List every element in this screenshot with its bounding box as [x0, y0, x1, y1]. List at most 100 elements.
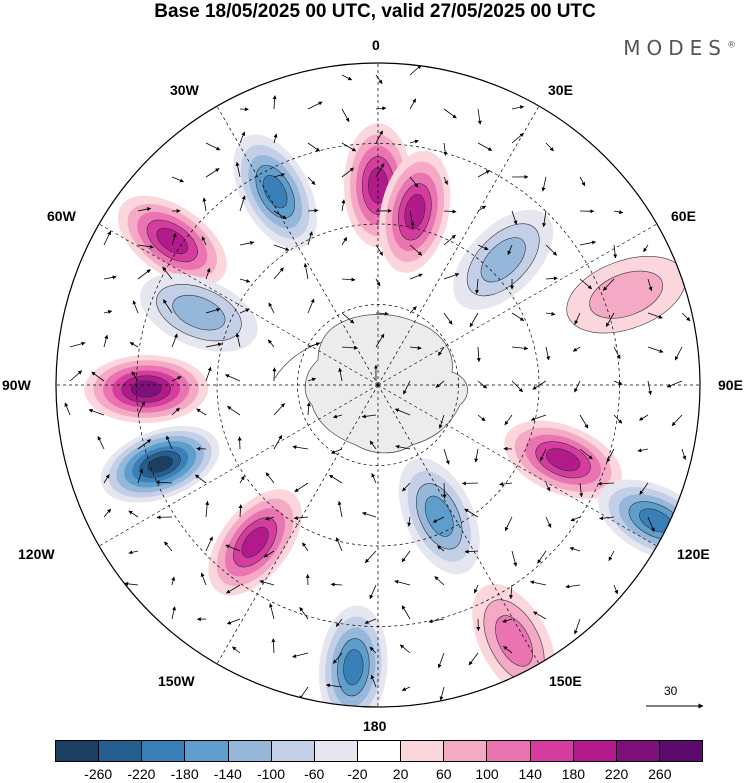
wind-vector-arrow	[335, 537, 343, 552]
wind-vector-arrow	[574, 380, 581, 393]
brand-mark: ®	[727, 40, 736, 51]
wind-vector-arrow	[437, 346, 445, 356]
wind-vector-arrow	[477, 205, 487, 212]
wind-vector-arrow	[273, 403, 285, 416]
wind-vector-arrow	[597, 481, 615, 486]
wind-vector-arrow	[307, 231, 313, 246]
wind-vector-arrow	[570, 516, 581, 522]
wind-vector-arrow	[235, 332, 241, 348]
wind-vector-arrow	[196, 408, 207, 416]
wind-vector-arrow	[341, 345, 358, 350]
colorbar-tick-label: 220	[604, 766, 629, 782]
wind-vector-arrow	[574, 312, 581, 325]
wind-vector-arrow	[335, 618, 343, 627]
wind-vector-arrow	[409, 64, 422, 76]
wind-vector-arrow	[364, 618, 377, 624]
wind-vector-arrow	[375, 311, 389, 316]
wind-vector-arrow	[542, 210, 547, 228]
wind-vector-arrow	[545, 482, 551, 492]
wind-vector-arrow	[97, 436, 105, 450]
wind-vector-arrow	[530, 580, 547, 586]
wind-vector-arrow	[530, 414, 547, 421]
wind-vector-arrow	[293, 515, 309, 520]
wind-vector-arrow	[237, 436, 242, 450]
wind-vector-arrow	[163, 299, 173, 314]
wind-vector-arrow	[272, 95, 277, 110]
wind-vector-arrow	[539, 448, 547, 462]
wind-vector-arrow	[273, 244, 290, 251]
wind-vector-arrow	[103, 275, 117, 280]
wind-vector-arrow	[205, 307, 221, 314]
wind-vector-arrow	[238, 504, 243, 518]
anomaly-contour	[130, 380, 162, 398]
wind-vector-arrow	[432, 516, 445, 523]
anomaly-contour	[172, 294, 226, 331]
wind-vector-arrow	[307, 101, 323, 110]
colorbar-tick-label: -260	[84, 766, 113, 782]
colorbar	[55, 740, 703, 762]
wind-vector-arrow	[511, 210, 518, 225]
colorbar-swatch	[99, 741, 143, 761]
wind-vector-arrow	[307, 176, 316, 185]
wind-vector-arrow	[292, 445, 309, 450]
wind-vector-arrow	[443, 448, 450, 465]
wind-vector-arrow	[511, 380, 523, 393]
wind-vector-arrow	[137, 269, 151, 280]
wind-vector-arrow	[613, 584, 619, 595]
wind-vector-arrow	[437, 545, 445, 552]
wind-vector-arrow	[579, 482, 584, 498]
wind-vector-arrow	[638, 414, 649, 421]
wind-vector-arrow	[475, 278, 480, 294]
wind-vector-arrow	[477, 170, 491, 178]
wind-vector-arrow	[103, 474, 110, 484]
wind-vector-arrow	[469, 312, 479, 328]
wind-vector-arrow	[137, 244, 154, 249]
wind-vector-arrow	[541, 176, 547, 192]
wind-vector-arrow	[502, 618, 513, 623]
colorbar-swatch	[401, 741, 445, 761]
lon-label-60e: 60E	[671, 208, 696, 224]
wind-vector-arrow	[269, 603, 275, 620]
wind-vector-arrow	[434, 576, 445, 586]
wind-vector-arrow	[88, 408, 105, 416]
colorbar-swatch	[314, 741, 358, 761]
wind-vector-arrow	[545, 311, 556, 316]
wind-vector-arrow	[294, 482, 309, 493]
lon-label-120w: 120W	[18, 546, 55, 562]
wind-vector-arrow	[303, 263, 309, 280]
wind-vector-arrow	[273, 210, 287, 220]
polar-anomaly-map	[55, 62, 704, 709]
wind-vector-arrow	[225, 374, 241, 382]
wind-vector-arrow	[265, 516, 275, 521]
wind-vector-arrow	[103, 508, 112, 518]
wind-vector-arrow	[341, 277, 356, 282]
wind-vector-arrow	[341, 74, 353, 81]
colorbar-swatch	[659, 741, 703, 761]
wind-vector-arrow	[375, 163, 385, 178]
wind-vector-arrow	[647, 278, 653, 292]
wind-vector-arrow	[476, 346, 481, 363]
wind-vector-arrow	[369, 440, 377, 450]
wind-vector-arrow	[302, 542, 309, 552]
wind-vector-arrow	[361, 414, 377, 419]
wind-vector-arrow	[239, 240, 255, 246]
wind-vector-arrow	[579, 448, 593, 460]
wind-vector-arrow	[511, 312, 525, 321]
wind-vector-arrow	[239, 131, 246, 144]
wind-vector-arrow	[128, 510, 139, 518]
wind-vector-arrow	[371, 473, 377, 484]
wind-vector-arrow	[227, 406, 241, 416]
wind-vector-arrow	[226, 584, 241, 594]
wind-vector-arrow	[443, 142, 448, 156]
wind-vector-arrow	[273, 173, 286, 178]
wind-vector-arrow	[443, 234, 456, 246]
wind-vector-arrow	[137, 439, 152, 450]
wind-vector-arrow	[511, 132, 524, 144]
wind-vector-arrow	[545, 244, 557, 256]
wind-vector-arrow	[647, 346, 664, 353]
wind-vector-arrow	[671, 414, 683, 426]
wind-vector-arrow	[330, 582, 343, 587]
wind-vector-arrow	[375, 244, 384, 256]
lon-label-60w: 60W	[47, 208, 76, 224]
wind-vector-arrow	[613, 414, 623, 424]
